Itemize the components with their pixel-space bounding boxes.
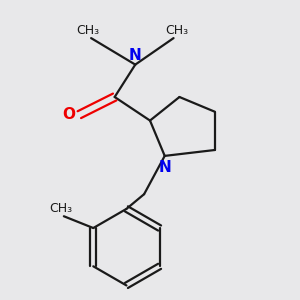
Text: O: O	[62, 107, 75, 122]
Text: N: N	[158, 160, 171, 175]
Text: N: N	[129, 48, 142, 63]
Text: CH₃: CH₃	[49, 202, 73, 215]
Text: CH₃: CH₃	[76, 24, 100, 37]
Text: CH₃: CH₃	[165, 24, 188, 37]
